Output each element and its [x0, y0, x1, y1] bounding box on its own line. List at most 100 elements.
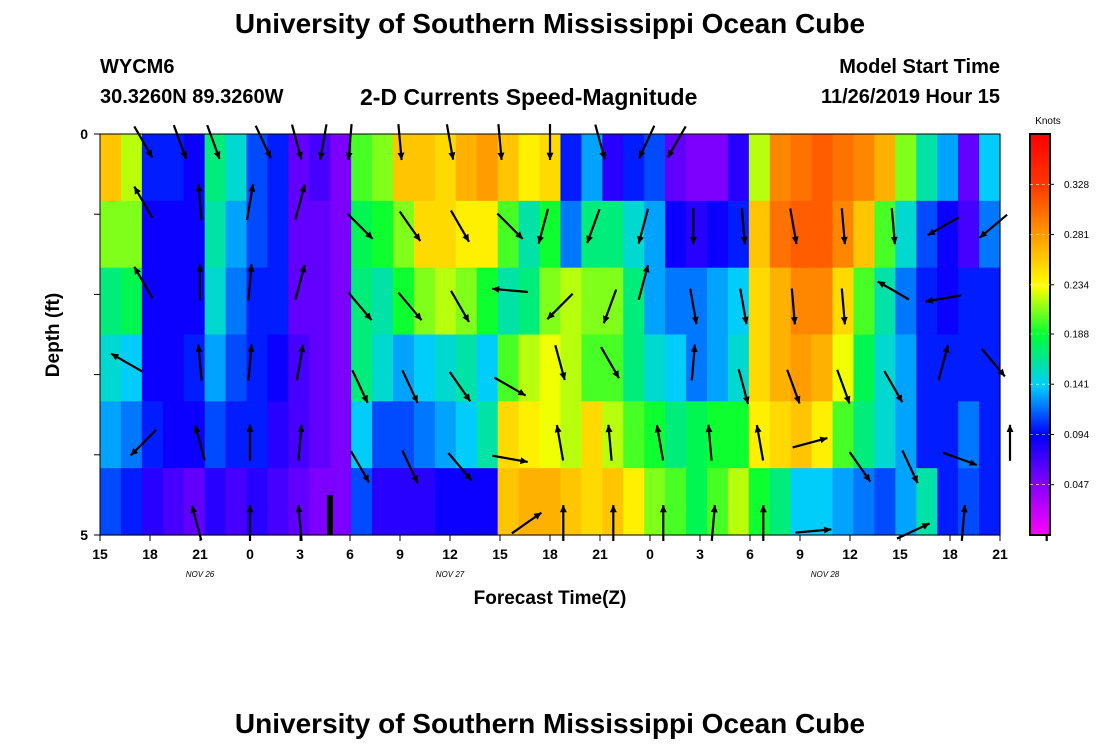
model-start-value: 11/26/2019 Hour 15 — [820, 86, 1000, 108]
current-vector — [133, 266, 154, 299]
heatmap-cell — [246, 468, 269, 536]
heatmap-cell — [853, 334, 876, 402]
x-tick-label: 0 — [246, 546, 254, 562]
heatmap-cell — [748, 267, 771, 336]
heatmap-cell — [141, 468, 164, 536]
current-vector — [637, 264, 650, 301]
vector-head — [979, 230, 988, 238]
x-tick-label: 6 — [746, 546, 754, 562]
vector-head — [130, 447, 139, 456]
vector-head — [586, 235, 593, 244]
heatmap-cell — [937, 134, 959, 202]
heatmap-cell — [267, 200, 289, 269]
current-vector — [318, 124, 328, 160]
heatmap-cell — [665, 267, 687, 336]
heatmap-cell — [665, 468, 687, 536]
heatmap-cell — [518, 267, 541, 336]
vector-head — [690, 344, 698, 353]
vector-head — [515, 231, 523, 239]
current-vector — [554, 424, 565, 461]
heatmap-cell — [288, 200, 310, 269]
heatmap-cell — [100, 468, 122, 536]
current-vector — [294, 264, 307, 301]
vector-head — [195, 344, 203, 353]
heatmap-cell — [937, 267, 959, 336]
current-vectors — [110, 124, 1051, 541]
colorbar-label: 0.094 — [1064, 430, 1089, 441]
heatmap-cell — [539, 401, 562, 469]
vector-head — [840, 236, 848, 245]
heatmap-cell — [832, 334, 855, 402]
heatmap-cell — [581, 401, 603, 469]
current-vector — [172, 124, 188, 160]
heatmap-cell — [497, 200, 520, 269]
vector-head — [823, 526, 832, 534]
heatmap-cell — [267, 134, 289, 202]
heatmap-cell — [141, 267, 164, 336]
vector-head — [612, 370, 619, 379]
heatmap-cell — [623, 134, 645, 202]
vector-head — [462, 233, 469, 242]
vector-head — [840, 316, 848, 325]
vector-head — [997, 368, 1005, 377]
heatmap-cell — [518, 134, 541, 202]
heatmap-cell — [351, 401, 373, 469]
vector-head — [547, 311, 555, 320]
heatmap-cell — [937, 401, 959, 469]
heatmap-cell — [309, 267, 331, 336]
heatmap-cell — [790, 134, 813, 202]
heatmap-cell — [288, 267, 310, 336]
heatmap-cell — [560, 334, 582, 402]
current-vector — [493, 376, 527, 397]
vector-head — [247, 344, 255, 353]
current-vector — [690, 344, 698, 381]
vector-head — [365, 231, 373, 239]
heatmap-cell — [979, 200, 1001, 269]
heatmap-cell — [455, 468, 478, 536]
heatmap-cell — [434, 468, 457, 536]
heatmap-cell — [434, 267, 457, 336]
x-axis-title: Forecast Time(Z) — [474, 588, 627, 609]
x-tick-label: 21 — [592, 546, 608, 562]
heatmap-cell — [602, 468, 624, 536]
heatmap-cell — [790, 334, 813, 402]
date-label: NOV 27 — [436, 570, 465, 579]
vector-head — [463, 393, 471, 402]
heatmap-cell — [748, 334, 771, 402]
heatmap-cell — [434, 134, 457, 202]
heatmap-cell — [581, 267, 603, 336]
current-vector — [840, 288, 848, 325]
current-vector — [980, 348, 1006, 378]
vector-head — [689, 237, 697, 245]
heatmap-cell — [267, 267, 289, 336]
current-vector — [350, 450, 370, 483]
vector-head — [843, 395, 851, 404]
vector-head — [559, 505, 567, 513]
heatmap-cell — [204, 267, 227, 336]
heatmap-cell — [539, 468, 562, 536]
heatmap-cell — [916, 401, 938, 469]
vector-head — [793, 395, 801, 404]
current-vector — [925, 294, 962, 304]
heatmap-cell — [393, 134, 415, 202]
current-vector — [666, 125, 687, 159]
heatmap-cell — [476, 267, 499, 336]
current-vector — [497, 124, 505, 161]
colorbar-label: 0.328 — [1064, 180, 1089, 191]
heatmap-cell — [100, 134, 122, 202]
heatmap-cell — [979, 401, 1001, 469]
heatmap-cell — [790, 468, 813, 536]
heatmap-cell — [769, 134, 792, 202]
heatmap-cell — [874, 334, 896, 402]
vector-head — [298, 344, 306, 353]
current-vector — [193, 425, 206, 461]
heatmap-cell — [937, 468, 959, 536]
heatmap-cell — [413, 134, 436, 202]
current-vector — [786, 369, 801, 404]
x-tick-label: 12 — [842, 546, 858, 562]
colorbar-label: 0.281 — [1064, 230, 1089, 241]
vector-head — [599, 151, 607, 160]
vector-head — [246, 424, 254, 432]
heatmap-cell — [518, 401, 541, 469]
heatmap-cell — [811, 334, 834, 402]
